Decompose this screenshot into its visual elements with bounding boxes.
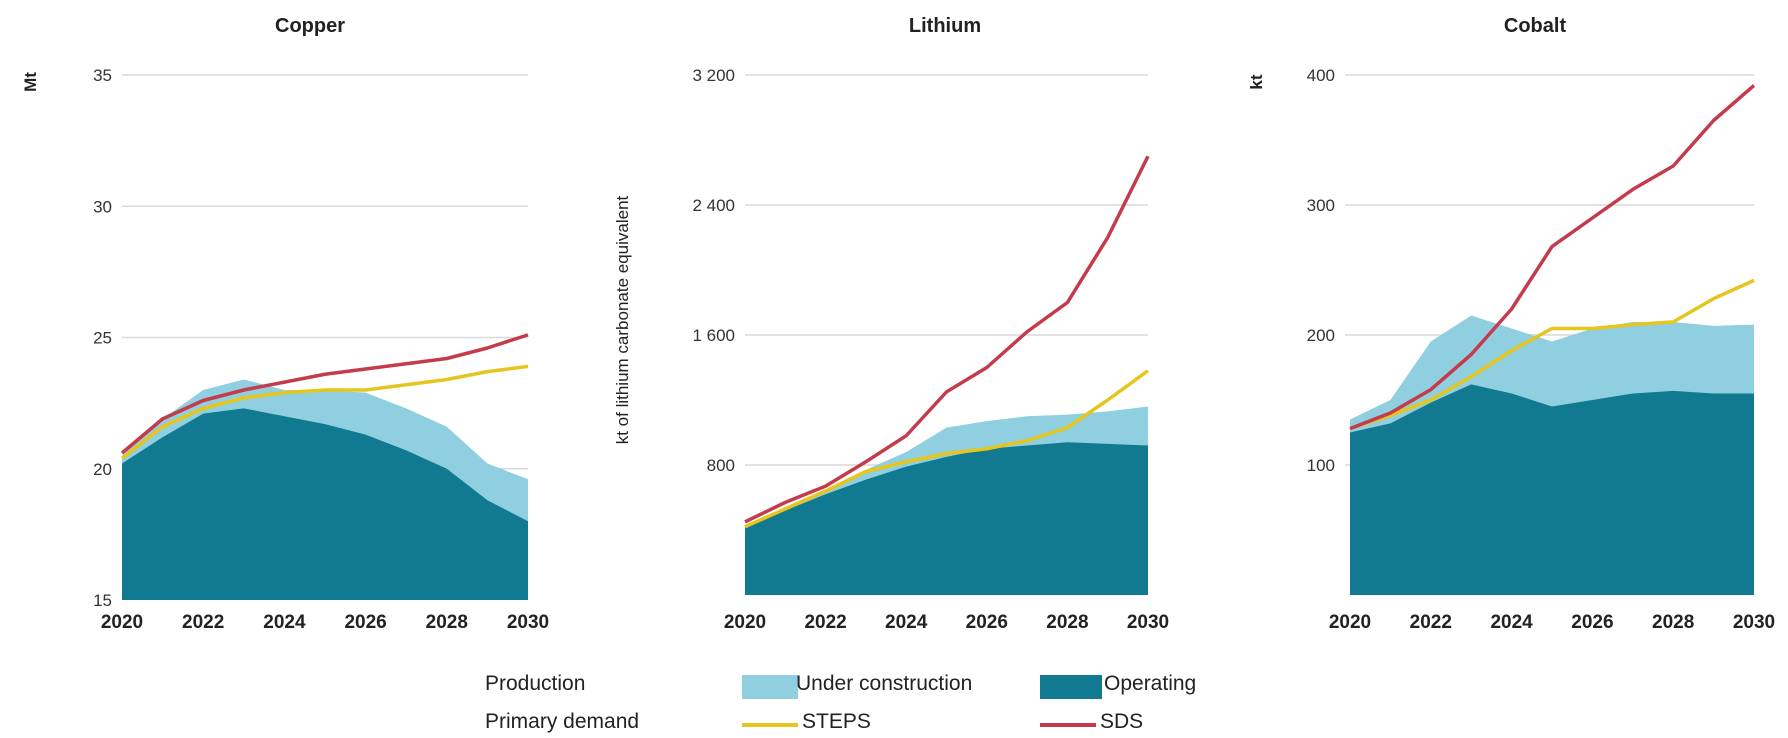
operating-area xyxy=(745,442,1148,595)
y-tick-label: 400 xyxy=(1307,66,1335,85)
operating-area xyxy=(1350,384,1754,595)
x-tick-label: 2020 xyxy=(1329,612,1371,633)
sds-line xyxy=(1349,84,1756,431)
sds-line xyxy=(120,333,529,455)
x-tick-label: 2026 xyxy=(1571,612,1613,633)
steps-line xyxy=(1349,278,1755,431)
steps-line xyxy=(744,369,1150,529)
x-tick-label: 2024 xyxy=(1490,612,1533,633)
y-tick-label: 2 400 xyxy=(692,196,735,215)
y-axis-label: kt xyxy=(1247,74,1266,89)
legend-production-label: Production xyxy=(485,672,586,695)
legend-primary-demand-label: Primary demand xyxy=(485,710,640,733)
x-tick-label: 2020 xyxy=(724,612,766,633)
y-axis-label: Mt xyxy=(21,72,40,92)
y-axis-label: kt of lithium carbonate equivalent xyxy=(613,195,632,444)
x-tick-label: 2030 xyxy=(507,612,549,633)
y-tick-label: 1 600 xyxy=(692,326,735,345)
operating-area xyxy=(122,408,528,600)
y-tick-label: 300 xyxy=(1307,196,1335,215)
chart-title: Cobalt xyxy=(1504,15,1567,37)
x-tick-label: 2022 xyxy=(1410,612,1452,633)
x-tick-label: 2028 xyxy=(1046,612,1088,633)
legend-operating-swatch xyxy=(1040,675,1102,699)
x-tick-label: 2030 xyxy=(1733,612,1775,633)
y-tick-label: 3 200 xyxy=(692,66,735,85)
y-tick-label: 800 xyxy=(707,456,735,475)
chart-cobalt: Cobalt 100 200 300 400 kt 2020 2022 2024 2026 2028… xyxy=(1247,15,1775,633)
y-tick-label: 35 xyxy=(93,66,112,85)
x-tick-label: 2028 xyxy=(1652,612,1694,633)
y-tick-label: 15 xyxy=(93,591,112,610)
x-tick-label: 2026 xyxy=(344,612,386,633)
legend-sds-swatch xyxy=(1040,723,1096,727)
legend-under-construction-label: Under construction xyxy=(796,672,973,695)
legend-sds-label: SDS xyxy=(1100,710,1144,733)
x-tick-label: 2030 xyxy=(1127,612,1169,633)
chart-lithium: Lithium 800 1 600 2 400 3 200 kt of lithium c… xyxy=(613,15,1169,633)
chart-copper: Copper 15 20 25 30 35 Mt 2020 2022 2024 2026 2028 20… xyxy=(21,15,549,633)
x-tick-label: 2020 xyxy=(101,612,143,633)
y-tick-label: 20 xyxy=(93,460,112,479)
x-tick-label: 2024 xyxy=(263,612,306,633)
x-tick-label: 2022 xyxy=(182,612,224,633)
chart-title: Copper xyxy=(275,15,345,37)
legend-operating-label: Operating xyxy=(1104,672,1197,695)
x-tick-label: 2026 xyxy=(966,612,1008,633)
legend-steps-swatch xyxy=(742,723,798,727)
legend-under-construction-swatch xyxy=(742,675,798,699)
y-tick-label: 100 xyxy=(1307,456,1335,475)
x-tick-label: 2022 xyxy=(804,612,846,633)
x-tick-label: 2028 xyxy=(426,612,468,633)
steps-line xyxy=(120,364,529,460)
legend-steps-label: STEPS xyxy=(802,710,871,733)
y-tick-label: 30 xyxy=(93,197,112,216)
charts-figure: Copper 15 20 25 30 35 Mt 2020 2022 2024 2026 2028 20… xyxy=(21,15,1775,633)
y-tick-label: 200 xyxy=(1307,326,1335,345)
sds-line xyxy=(744,155,1150,524)
x-tick-label: 2024 xyxy=(885,612,928,633)
chart-title: Lithium xyxy=(909,15,981,37)
y-tick-label: 25 xyxy=(93,329,112,348)
